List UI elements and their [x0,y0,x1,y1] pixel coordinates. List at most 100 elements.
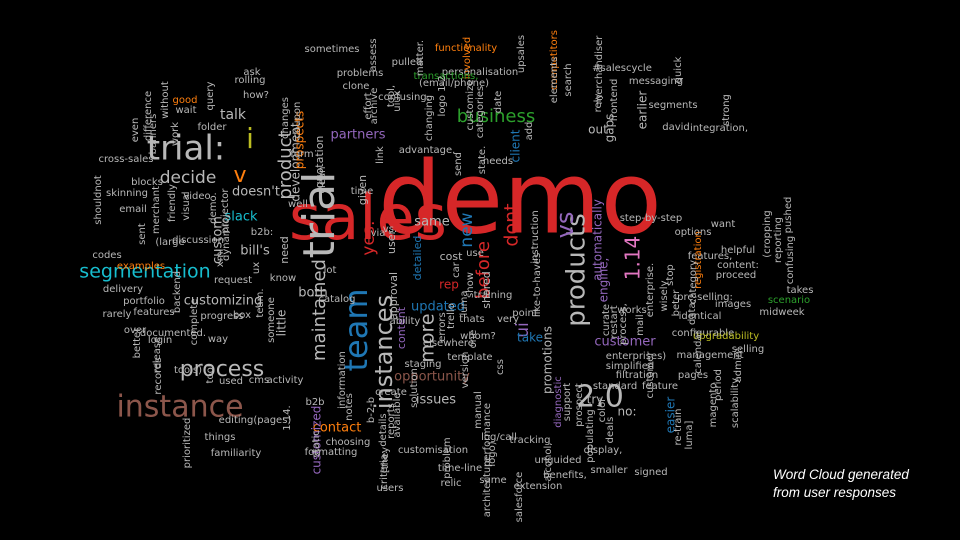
cloud-word-log-call: log/call [481,432,517,443]
cloud-word-logo: logo) [487,441,498,466]
cloud-word-via: via [371,228,386,239]
cloud-word-both: both [298,286,328,301]
cloud-word-want: want [711,219,736,230]
cloud-word-re-train: re-train [673,409,684,446]
cloud-word-trial: trial: [147,129,226,169]
cloud-word-large: (large [155,237,184,248]
cloud-word-better: better [132,327,143,358]
cloud-word-css: css [495,359,506,375]
cloud-word-signed: signed [634,467,667,478]
cloud-word-same: same [479,475,506,486]
cloud-word-tracking: tracking [510,435,551,446]
cloud-word-template: template [447,352,492,363]
cloud-word-form: form [290,149,313,160]
cloud-word-problem: problem [442,437,453,478]
cloud-word-unguided: unguided [535,455,582,466]
cloud-word-wisely: wisely [659,280,670,311]
cloud-word-development: development [289,122,303,201]
cloud-word-logo-1-2: logo 1-2 [437,76,448,117]
cloud-word-yes: yes: [359,220,379,255]
cloud-word-how: how? [243,90,269,101]
cloud-word-use: use [466,248,484,259]
cloud-word-state: state. [477,146,488,175]
cloud-word-quotation: quotation [313,136,326,189]
cloud-word-matter: matter. [415,40,426,76]
cloud-word-feature: feature [642,381,678,392]
cloud-word-well: well [288,199,308,210]
cloud-word-process: process [180,357,265,382]
cloud-word-out: out [588,123,608,137]
cloud-word-frontend: frontend [609,79,620,122]
cloud-word-needs: needs [483,156,513,167]
cloud-word-advantage: advantage. [399,145,456,156]
cloud-word-strong: strong [721,94,732,126]
cloud-word-reporting: reporting [773,217,784,263]
cloud-word-earlier: earlier [636,91,650,130]
cloud-word-customizing: customizing [184,294,262,309]
cloud-word-very: very [497,314,519,325]
cloud-word-video: video [183,191,210,202]
cloud-word-coupon: coupon [292,102,303,139]
cloud-word-curate: curate [601,304,612,336]
cloud-word-changes: changes [280,97,291,139]
cloud-word-email: email [119,204,147,215]
cloud-word-instance: instance [116,390,243,425]
cloud-word-customer: customer [594,335,656,350]
cloud-word-benefits: benefits, [543,470,587,481]
cloud-word-relic: relic [440,478,461,489]
cloud-word-v: v [233,163,246,188]
cloud-word-segmentation: segmentation [79,261,210,283]
cloud-word-team: team. [255,288,266,317]
cloud-word-changing: changing [424,95,435,141]
cloud-word-pre-selling: pre-selling: [677,292,733,303]
cloud-word-prospects: prospects [293,111,307,169]
cloud-word-color: color [597,397,608,423]
cloud-word-maintained: maintained [309,259,330,361]
cloud-word-slack: slack [224,210,257,225]
cloud-word-demo: demo [378,139,662,256]
cloud-word-proceed: proceed [716,270,757,281]
cloud-word-talk: talk [220,107,247,123]
cloud-word-prospect: prospect [574,383,585,427]
cloud-word-staging: staging [404,359,441,370]
cloud-word-little: little [275,310,289,337]
cloud-word-take: take [517,331,543,345]
cloud-word-point: point [512,308,538,319]
cloud-word-luma: luma] [684,420,695,449]
cloud-word-alcohol: alcohol, [543,443,554,482]
cloud-word-display: display, [584,445,623,456]
cloud-word-release: release [152,337,163,373]
cloud-word-archive: archive [369,88,380,125]
cloud-word-ability: ability [390,316,421,327]
cloud-word-confusing: confusing [785,236,796,285]
cloud-word-editing-pages: editing(pages) [219,415,292,426]
cloud-word-one: one [468,330,479,349]
cloud-word-assess: assess [368,38,379,71]
cloud-word-restart: restart [609,305,620,338]
cloud-word-familiarity: familiarity [211,448,262,459]
cloud-word-over: over [124,325,147,336]
cloud-word-login: login [148,335,172,346]
cloud-word-trello: trello [446,303,457,329]
cloud-word-cms: cms [249,375,269,386]
cloud-word-support: support [562,383,573,421]
cloud-word-portfolio: portfolio [123,296,165,307]
cloud-word-standard: standard [593,381,637,392]
cloud-word-admin: admin: [733,348,744,383]
cloud-word-customized: customized [310,406,324,475]
cloud-word-david: david [662,122,690,133]
cloud-word-box: box [233,310,251,321]
cloud-word-registration: registration [693,231,704,289]
cloud-word-problems: problems [337,68,384,79]
cloud-word-pages: pages [678,370,708,381]
cloud-word-takes: takes [787,285,814,296]
cloud-word-activity: activity [267,375,304,386]
cloud-word-given: given [356,175,369,205]
cloud-word-approval: approval [387,272,400,320]
cloud-word-works: works [617,305,646,316]
cloud-word-they: [they [380,447,391,473]
cloud-word-solution: solution [409,368,420,408]
cloud-word-customer: customer [645,351,656,399]
cloud-word-populating: populating [585,409,596,462]
